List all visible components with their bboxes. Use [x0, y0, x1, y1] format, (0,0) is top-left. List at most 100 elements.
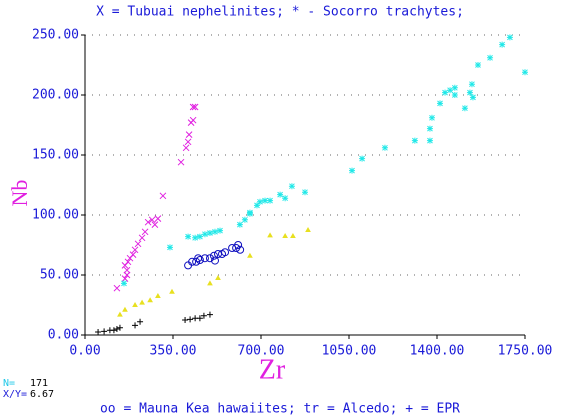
point [191, 103, 199, 111]
point [131, 246, 139, 254]
x-tick-label: 1400.00 [410, 344, 465, 359]
point [428, 114, 435, 121]
point [138, 234, 146, 242]
point [113, 284, 121, 292]
n-value: 171 [30, 378, 48, 389]
point [113, 326, 120, 332]
y-axis-label: Nb [7, 180, 32, 207]
chart-footer: oo = Mauna Kea hawaiites; tr = Alcedo; +… [100, 402, 460, 417]
point [426, 125, 433, 132]
point [206, 230, 213, 236]
point [132, 322, 139, 329]
point [262, 197, 269, 204]
point [122, 306, 128, 312]
point [121, 275, 129, 282]
point [468, 81, 475, 88]
point [209, 251, 218, 260]
y-tick-label: 0.00 [48, 328, 79, 343]
point [123, 271, 131, 279]
point [200, 312, 207, 319]
point [117, 311, 123, 317]
point [177, 158, 185, 166]
point [206, 311, 213, 318]
point [349, 167, 356, 174]
point [137, 318, 144, 325]
point [236, 245, 245, 254]
point [282, 195, 289, 202]
point [141, 228, 149, 236]
point [207, 280, 213, 286]
y-tick-label: 50.00 [40, 268, 79, 283]
point [305, 226, 311, 232]
x-tick-label: 350.00 [150, 344, 197, 359]
point [188, 257, 197, 266]
x-tick-label: 0.00 [69, 344, 100, 359]
y-tick-label: 200.00 [32, 88, 79, 103]
ratio-label: X/Y= [3, 389, 27, 400]
point [447, 87, 454, 94]
point [182, 317, 189, 323]
point [234, 241, 243, 249]
point [246, 209, 253, 216]
point [166, 244, 173, 251]
point [194, 254, 203, 263]
point [236, 221, 243, 228]
point [217, 227, 224, 234]
point [139, 299, 145, 305]
point [381, 144, 388, 151]
y-tick-label: 150.00 [32, 148, 79, 163]
point [221, 248, 230, 257]
point [426, 137, 433, 144]
y-tick-label: 100.00 [32, 208, 79, 223]
point [474, 62, 481, 68]
point [169, 288, 175, 294]
point [215, 274, 221, 280]
point [129, 251, 137, 258]
point [451, 92, 458, 98]
point [267, 197, 274, 204]
point [196, 315, 203, 322]
point [211, 228, 218, 235]
ratio-value: 6.67 [30, 389, 54, 400]
point [247, 252, 253, 258]
point [302, 189, 308, 196]
point [437, 100, 444, 107]
point [148, 216, 156, 224]
point [124, 258, 132, 266]
point [120, 280, 127, 287]
point [154, 215, 162, 222]
point [201, 231, 208, 238]
point [241, 216, 248, 223]
point [151, 221, 159, 228]
point [182, 144, 190, 152]
point [189, 103, 197, 111]
point [451, 84, 458, 91]
point [267, 232, 273, 238]
x-axis-label: Zr [259, 354, 286, 385]
point [205, 254, 214, 263]
point [185, 131, 193, 138]
point [196, 233, 203, 240]
point [155, 292, 161, 298]
point [184, 138, 192, 146]
point [185, 233, 192, 240]
point [195, 256, 204, 264]
point [132, 301, 138, 307]
point [499, 41, 506, 48]
point [290, 232, 296, 238]
point [359, 155, 366, 162]
y-tick-label: 250.00 [32, 28, 79, 43]
x-tick-label: 1050.00 [322, 344, 377, 359]
x-tick-label: 700.00 [238, 344, 285, 359]
point [147, 297, 153, 303]
point [144, 218, 152, 226]
chart-title: X = Tubuai nephelinites; * - Socorro tra… [96, 5, 464, 20]
point [116, 324, 123, 331]
point [277, 191, 284, 198]
point [487, 54, 494, 61]
point [253, 202, 260, 209]
point [95, 329, 102, 335]
point [288, 183, 295, 190]
point [282, 232, 288, 238]
